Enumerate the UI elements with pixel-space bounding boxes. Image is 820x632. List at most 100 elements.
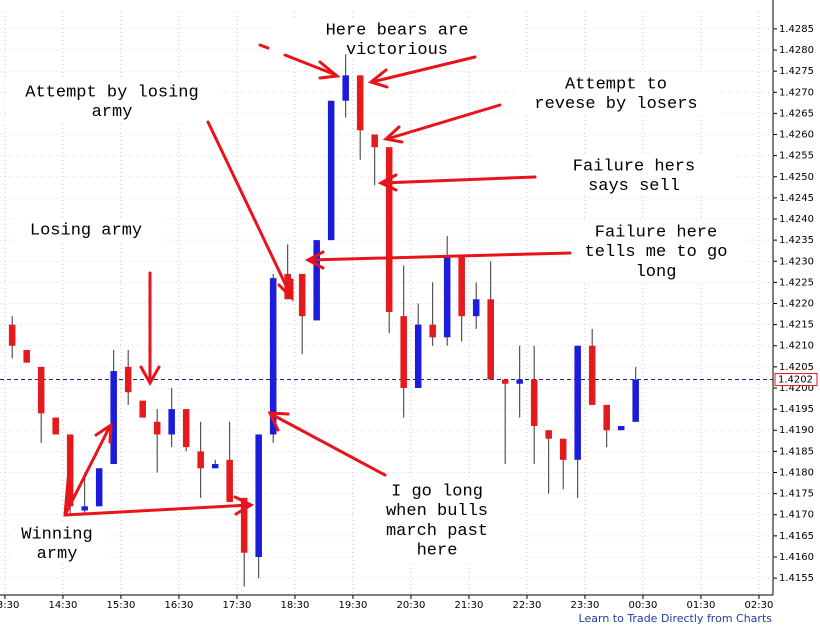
arrow <box>380 175 537 185</box>
x-tick-label: 15:30 <box>107 600 136 611</box>
arrow-head <box>367 68 389 89</box>
y-tick-label: 1.4240 <box>779 214 814 225</box>
x-tick-label: 00:30 <box>629 600 658 611</box>
footer: Learn to Trade Directly from Charts <box>579 612 773 625</box>
candle-body <box>327 100 335 241</box>
candle-body <box>530 379 538 427</box>
annotation-text: Attempt to <box>565 75 667 94</box>
candle-body <box>81 506 88 511</box>
candle-body <box>574 345 581 460</box>
y-tick-label: 1.4270 <box>779 87 814 98</box>
annotation-box <box>272 18 524 60</box>
annotation-text: army <box>92 103 133 122</box>
y-tick-label: 1.4265 <box>779 108 814 119</box>
candle-body <box>559 438 567 460</box>
candle-body <box>95 468 103 507</box>
candle-body <box>197 451 204 469</box>
candle-body <box>110 371 117 465</box>
annotation-text: I go long <box>391 482 483 501</box>
y-tick-label: 1.4210 <box>779 341 814 352</box>
candle-body <box>139 400 146 418</box>
arrow <box>307 251 572 262</box>
annotation-text: when bulls <box>386 502 488 521</box>
x-tick-label: 18:30 <box>281 600 310 611</box>
arrow <box>283 53 338 77</box>
x-tick-label: 19:30 <box>339 600 368 611</box>
candle-body <box>487 299 494 380</box>
x-tick-label: 17:30 <box>223 600 252 611</box>
arrow-head <box>267 411 290 432</box>
candle-body <box>269 278 277 435</box>
y-tick-label: 1.4155 <box>779 573 814 584</box>
y-tick-label: 1.4280 <box>779 45 814 56</box>
annotation-text: victorious <box>346 41 448 60</box>
candle-body <box>371 134 378 148</box>
arrow <box>269 412 387 477</box>
y-tick-label: 1.4215 <box>779 320 814 331</box>
annotation-box <box>5 80 220 122</box>
candle-body <box>588 345 596 405</box>
arrow-head <box>304 250 325 270</box>
candle-body <box>182 409 190 448</box>
candle-body <box>52 417 59 435</box>
candle-body <box>23 349 30 363</box>
arrow <box>206 120 293 298</box>
x-tick-label: 02:30 <box>745 600 774 611</box>
y-tick-label: 1.4175 <box>779 489 814 500</box>
candle-body <box>211 464 219 469</box>
x-tick-label: 13:30 <box>0 600 19 611</box>
candle-body <box>632 379 639 422</box>
candle-body <box>385 147 393 312</box>
arrow-head <box>233 495 255 516</box>
candle-body <box>226 459 233 503</box>
arrow-head <box>277 278 294 302</box>
candle-body <box>8 324 16 346</box>
x-tick-label: 20:30 <box>397 600 426 611</box>
grid: 1.4155 1.4160 1.4165 1.4170 1.4175 1.4180 1.41… <box>0 0 818 611</box>
y-tick-label: 1.4255 <box>779 151 814 162</box>
x-tick-label: 22:30 <box>513 600 542 611</box>
annotation-text: here <box>417 542 458 561</box>
arrow <box>63 434 74 517</box>
candle-body <box>313 240 320 321</box>
annotation-box <box>355 479 519 561</box>
arrow <box>63 424 112 517</box>
annotation-box <box>515 72 718 114</box>
current-price-label: 1.4202 <box>778 375 813 386</box>
x-tick-label: 14:30 <box>49 600 78 611</box>
annotation-text: march past <box>386 522 488 541</box>
candle-body <box>516 379 523 384</box>
annotation-text: Here bears are <box>326 21 469 40</box>
y-tick-label: 1.4180 <box>779 467 814 478</box>
y-tick-label: 1.4190 <box>779 425 814 436</box>
candle-body <box>472 299 480 317</box>
candle-body <box>298 273 306 317</box>
y-tick-label: 1.4160 <box>779 552 814 563</box>
y-tick-label: 1.4250 <box>779 172 814 183</box>
annotation-text: Attempt by losing <box>25 83 198 102</box>
candle-body <box>458 257 465 317</box>
y-tick-label: 1.4200 <box>779 383 814 394</box>
annotation-text: army <box>37 545 78 564</box>
y-tick-label: 1.4245 <box>779 193 814 204</box>
annotation-text: Failure hers <box>573 157 695 176</box>
candle-body <box>545 430 552 439</box>
annotation-text: says sell <box>588 177 680 196</box>
y-tick-label: 1.4220 <box>779 299 814 310</box>
y-tick-label: 1.4170 <box>779 510 814 521</box>
y-tick-label: 1.4165 <box>779 531 814 542</box>
candle-body <box>37 366 45 414</box>
annotation-text: tells me to go <box>585 243 728 262</box>
candle-body <box>414 324 422 388</box>
y-tick-label: 1.4230 <box>779 256 814 267</box>
arrow-head <box>94 422 113 444</box>
y-tick-label: 1.4205 <box>779 362 814 373</box>
x-tick-label: 01:30 <box>687 600 716 611</box>
arrow-head <box>139 365 161 387</box>
x-tick-label: 16:30 <box>165 600 194 611</box>
annotation-box <box>570 220 742 282</box>
candle-body <box>342 75 349 101</box>
candle-body <box>168 409 175 435</box>
